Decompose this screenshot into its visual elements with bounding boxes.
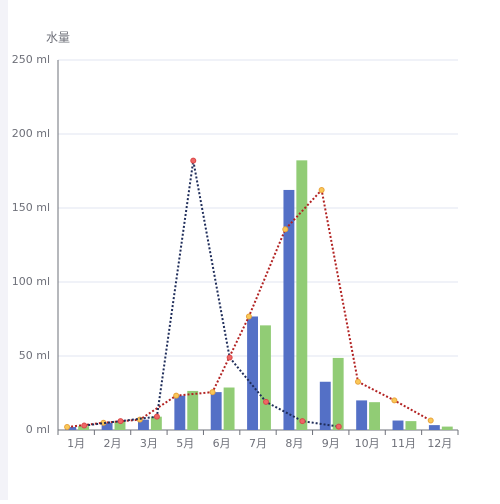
line-marker (245, 313, 252, 320)
bar (101, 422, 113, 430)
bar (283, 189, 295, 430)
bar (369, 402, 380, 430)
bar (210, 392, 222, 430)
line-marker (335, 423, 342, 430)
y-tick-label: 150 ml (12, 201, 50, 214)
line-marker (190, 157, 197, 164)
line-marker (173, 392, 180, 399)
x-tick-label: 3月 (140, 437, 158, 450)
bar (260, 325, 271, 430)
x-tick-label: 8月 (285, 437, 303, 450)
y-tick-label: 100 ml (12, 275, 50, 288)
line-marker (282, 226, 289, 233)
y-axis-name: 水量 (46, 31, 70, 45)
x-tick-label: 1月 (67, 437, 85, 450)
line-marker (64, 424, 71, 431)
bar (65, 427, 77, 430)
bar (428, 425, 440, 430)
line-marker (209, 389, 216, 396)
x-tick-label: 6月 (213, 437, 231, 450)
line-marker (355, 378, 361, 385)
bar (187, 390, 199, 430)
y-tick-label: 0 ml (26, 423, 50, 436)
x-tick-label: 7月 (249, 437, 267, 450)
bar (138, 419, 149, 430)
y-tick-label: 200 ml (12, 127, 50, 140)
line-marker (299, 418, 306, 425)
x-tick-label: 9月 (322, 437, 340, 450)
x-tick-label: 5月 (176, 437, 194, 450)
y-tick-label: 50 ml (19, 349, 50, 362)
bar (223, 387, 235, 430)
bar (247, 316, 258, 430)
y-tick-label: 250 ml (12, 53, 50, 66)
bar (150, 416, 162, 430)
bar (332, 357, 344, 430)
bar (441, 426, 453, 430)
line-marker (81, 422, 88, 429)
bar (392, 420, 404, 430)
bar (174, 395, 186, 430)
x-tick-label: 12月 (427, 437, 452, 450)
x-tick-label: 11月 (391, 437, 416, 450)
line-marker (263, 398, 269, 405)
line-marker (318, 186, 325, 193)
line-marker (226, 354, 233, 361)
bar (319, 381, 331, 430)
bar (114, 421, 126, 430)
bar (405, 421, 417, 430)
line-marker (427, 417, 434, 424)
line-marker (117, 418, 124, 425)
x-tick-label: 2月 (104, 437, 122, 450)
side-strip (0, 0, 8, 500)
line-marker (153, 413, 160, 420)
x-tick-label: 10月 (355, 437, 380, 450)
bar (356, 400, 368, 430)
bar (296, 160, 308, 430)
line-marker (391, 397, 398, 404)
